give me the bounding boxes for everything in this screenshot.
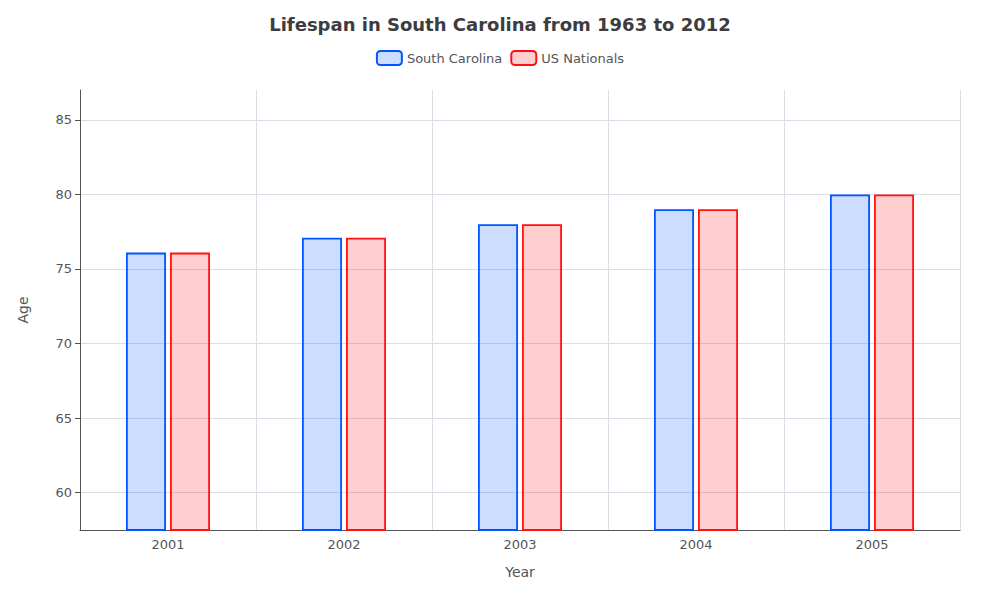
svg-text:65: 65 (55, 411, 72, 426)
svg-text:Lifespan in South Carolina fro: Lifespan in South Carolina from 1963 to … (269, 14, 731, 35)
svg-text:75: 75 (55, 261, 72, 276)
svg-text:70: 70 (55, 336, 72, 351)
svg-text:US Nationals: US Nationals (541, 51, 624, 66)
svg-text:60: 60 (55, 485, 72, 500)
svg-text:85: 85 (55, 112, 72, 127)
svg-text:2005: 2005 (855, 537, 888, 552)
svg-text:2001: 2001 (151, 537, 184, 552)
svg-text:Year: Year (504, 564, 535, 580)
svg-text:Age: Age (15, 296, 31, 323)
svg-text:2003: 2003 (503, 537, 536, 552)
svg-text:2004: 2004 (679, 537, 712, 552)
svg-text:2002: 2002 (327, 537, 360, 552)
svg-text:80: 80 (55, 187, 72, 202)
svg-text:South Carolina: South Carolina (407, 51, 502, 66)
